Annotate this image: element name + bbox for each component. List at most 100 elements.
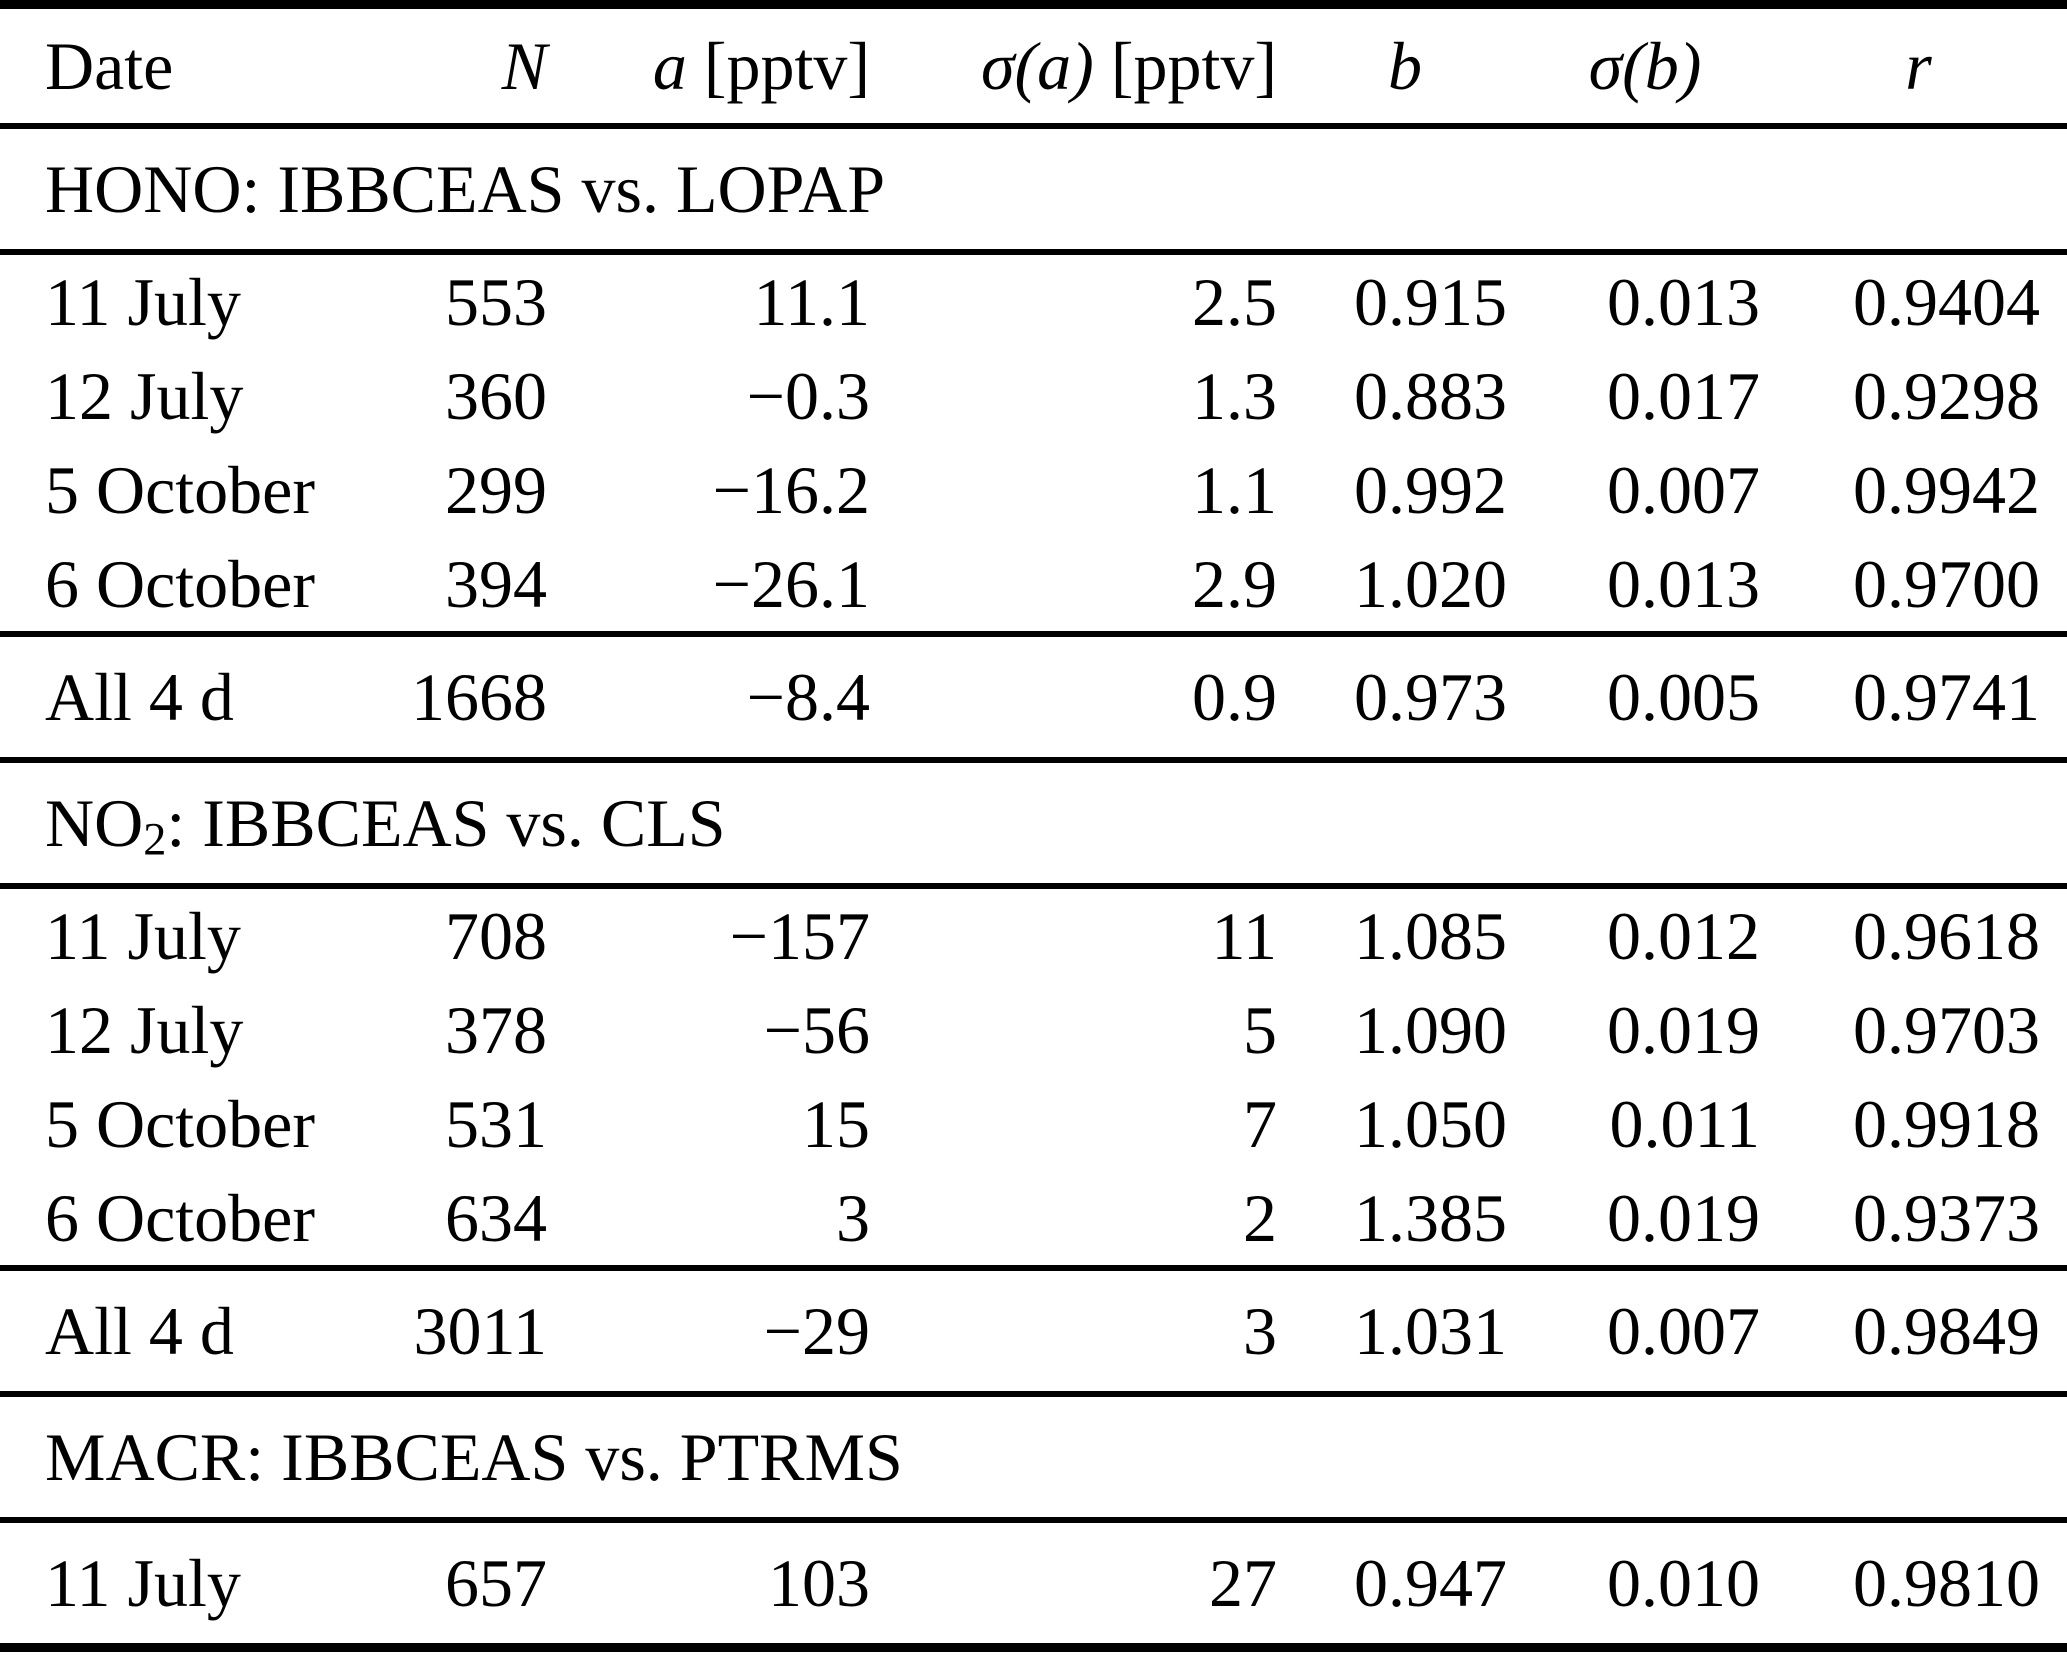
- cell-n: 657: [445, 1544, 547, 1621]
- table-row: 12 July 360 −0.3 1.3 0.883 0.017 0.9298: [0, 349, 2067, 443]
- cell-n: 299: [445, 451, 547, 528]
- section-no2: NO2: IBBCEAS vs. CLS 11 July 708 −157 11…: [0, 760, 2067, 1394]
- column-header-n: N: [390, 5, 560, 127]
- cell-n: 3011: [413, 1292, 547, 1369]
- cell-sigma-a: 5: [1243, 991, 1277, 1068]
- cell-n: 1668: [411, 658, 547, 735]
- section-title: MACR: IBBCEAS vs. PTRMS: [0, 1394, 2067, 1520]
- header-var: b: [1388, 27, 1422, 104]
- section-hono: HONO: IBBCEAS vs. LOPAP 11 July 553 11.1…: [0, 126, 2067, 760]
- table-row: 5 October 299 −16.2 1.1 0.992 0.007 0.99…: [0, 443, 2067, 537]
- cell-b: 1.385: [1354, 1179, 1507, 1256]
- cell-sigma-b: 0.013: [1607, 263, 1760, 340]
- table-row: 11 July 657 103 27 0.947 0.010 0.9810: [0, 1520, 2067, 1648]
- cell-sigma-a: 2.5: [1192, 263, 1277, 340]
- cell-date: 11 July: [45, 897, 241, 974]
- cell-date: 12 July: [45, 991, 244, 1068]
- table-row: 6 October 394 −26.1 2.9 1.020 0.013 0.97…: [0, 537, 2067, 634]
- cell-a: −56: [763, 991, 870, 1068]
- summary-row: All 4 d 3011 −29 3 1.031 0.007 0.9849: [0, 1268, 2067, 1394]
- cell-sigma-a: 1.3: [1192, 357, 1277, 434]
- cell-sigma-b: 0.019: [1607, 991, 1760, 1068]
- cell-r: 0.9618: [1853, 897, 2040, 974]
- cell-n: 394: [445, 545, 547, 622]
- cell-n: 634: [445, 1179, 547, 1256]
- column-header-r: r: [1770, 5, 2067, 127]
- cell-n: 553: [445, 263, 547, 340]
- cell-b: 1.031: [1354, 1292, 1507, 1369]
- cell-date: 5 October: [45, 1085, 316, 1162]
- cell-date: All 4 d: [45, 658, 234, 735]
- section-header-row: MACR: IBBCEAS vs. PTRMS: [0, 1394, 2067, 1520]
- cell-a: −157: [729, 897, 870, 974]
- cell-date: 11 July: [45, 263, 241, 340]
- cell-b: 1.020: [1354, 545, 1507, 622]
- column-header-sigma-a: σ(a) [pptv]: [880, 5, 1290, 127]
- cell-a: −0.3: [746, 357, 870, 434]
- section-title-text: NO: [45, 784, 144, 861]
- section-title: HONO: IBBCEAS vs. LOPAP: [0, 126, 2067, 252]
- cell-date: 6 October: [45, 1179, 316, 1256]
- cell-r: 0.9373: [1853, 1179, 2040, 1256]
- cell-n: 531: [445, 1085, 547, 1162]
- section-title-text: : IBBCEAS vs. CLS: [166, 784, 726, 861]
- cell-b: 1.085: [1354, 897, 1507, 974]
- cell-b: 1.050: [1354, 1085, 1507, 1162]
- cell-r: 0.9942: [1853, 451, 2040, 528]
- cell-sigma-a: 2.9: [1192, 545, 1277, 622]
- cell-n: 378: [445, 991, 547, 1068]
- section-title: NO2: IBBCEAS vs. CLS: [0, 760, 2067, 886]
- cell-sigma-a: 11: [1211, 897, 1277, 974]
- cell-a: 11.1: [753, 263, 870, 340]
- cell-sigma-b: 0.012: [1607, 897, 1760, 974]
- cell-b: 0.883: [1354, 357, 1507, 434]
- section-title-subscript: 2: [143, 813, 167, 865]
- section-title-text: HONO: [45, 150, 242, 227]
- cell-date: All 4 d: [45, 1292, 234, 1369]
- cell-a: −16.2: [712, 451, 870, 528]
- cell-a: −29: [763, 1292, 870, 1369]
- header-unit: [pptv]: [686, 27, 870, 104]
- summary-row: All 4 d 1668 −8.4 0.9 0.973 0.005 0.9741: [0, 634, 2067, 760]
- cell-r: 0.9810: [1853, 1544, 2040, 1621]
- table-row: 11 July 708 −157 11 1.085 0.012 0.9618: [0, 886, 2067, 983]
- section-header-row: NO2: IBBCEAS vs. CLS: [0, 760, 2067, 886]
- cell-sigma-a: 1.1: [1192, 451, 1277, 528]
- cell-sigma-a: 7: [1243, 1085, 1277, 1162]
- table-row: 6 October 634 3 2 1.385 0.019 0.9373: [0, 1171, 2067, 1268]
- header-var: N: [501, 27, 547, 104]
- cell-a: −8.4: [746, 658, 870, 735]
- table-row: 5 October 531 15 7 1.050 0.011 0.9918: [0, 1077, 2067, 1171]
- cell-sigma-b: 0.010: [1607, 1544, 1760, 1621]
- cell-sigma-b: 0.007: [1607, 451, 1760, 528]
- column-header-sigma-b: σ(b): [1520, 5, 1770, 127]
- cell-date: 12 July: [45, 357, 244, 434]
- section-title-text: : IBBCEAS vs. LOPAP: [241, 150, 886, 227]
- section-title-text: : IBBCEAS vs. PTRMS: [245, 1418, 903, 1495]
- cell-b: 0.973: [1354, 658, 1507, 735]
- table-row: 12 July 378 −56 5 1.090 0.019 0.9703: [0, 983, 2067, 1077]
- table-header: Date N a [pptv] σ(a) [pptv] b σ(b) r: [0, 5, 2067, 127]
- header-var: a: [652, 27, 687, 104]
- cell-r: 0.9404: [1853, 263, 2040, 340]
- cell-sigma-b: 0.017: [1607, 357, 1760, 434]
- cell-sigma-b: 0.019: [1607, 1179, 1760, 1256]
- cell-sigma-a: 0.9: [1192, 658, 1277, 735]
- header-var: r: [1905, 27, 1932, 104]
- header-var: σ(b): [1588, 27, 1702, 104]
- cell-sigma-a: 27: [1209, 1544, 1277, 1621]
- column-header-date: Date: [45, 27, 174, 104]
- cell-r: 0.9849: [1853, 1292, 2040, 1369]
- cell-r: 0.9298: [1853, 357, 2040, 434]
- cell-r: 0.9918: [1853, 1085, 2040, 1162]
- column-header-a: a [pptv]: [560, 5, 880, 127]
- cell-b: 0.947: [1354, 1544, 1507, 1621]
- cell-b: 0.992: [1354, 451, 1507, 528]
- cell-n: 360: [445, 357, 547, 434]
- cell-date: 11 July: [45, 1544, 241, 1621]
- header-row: Date N a [pptv] σ(a) [pptv] b σ(b) r: [0, 5, 2067, 127]
- table-row: 11 July 553 11.1 2.5 0.915 0.013 0.9404: [0, 252, 2067, 349]
- header-var: σ(a): [980, 27, 1094, 104]
- cell-b: 1.090: [1354, 991, 1507, 1068]
